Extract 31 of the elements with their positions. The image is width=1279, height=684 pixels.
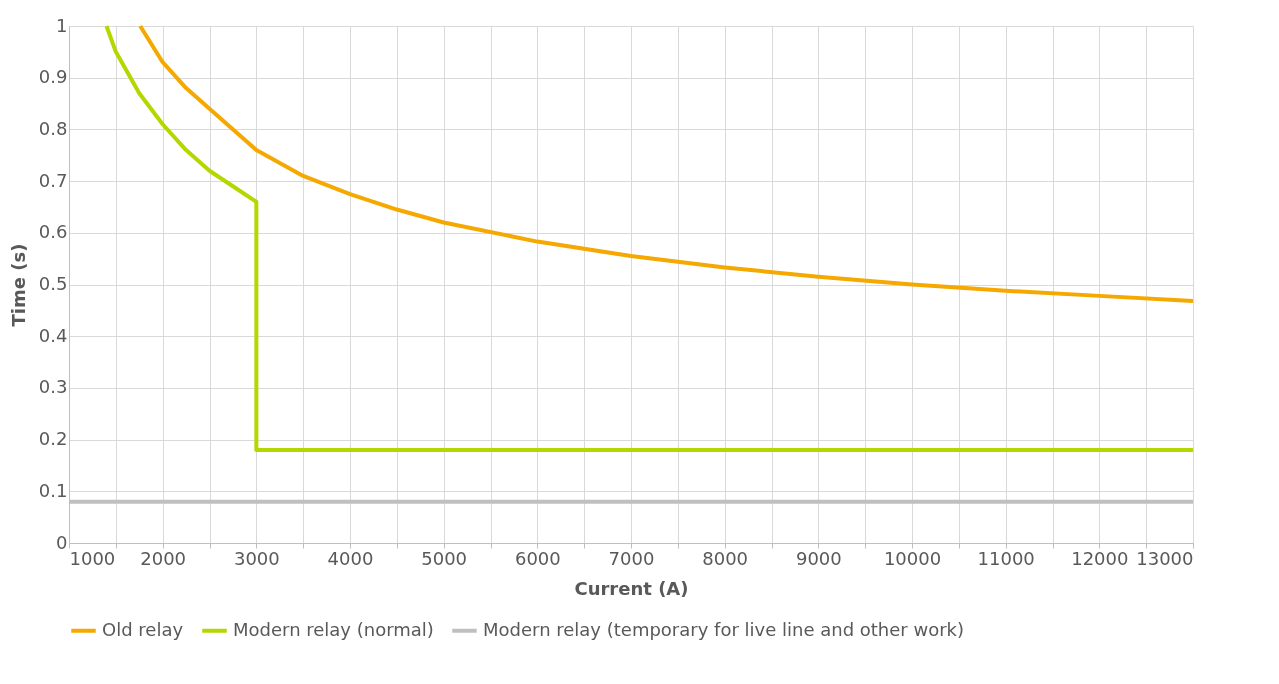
x-tick-label: 11000: [977, 547, 1035, 569]
line-series: [104, 24, 1195, 452]
y-tick-label: 0.5: [38, 273, 68, 294]
x-tick-label: 8000: [702, 547, 749, 569]
y-tick-label: 0.7: [38, 169, 68, 191]
x-tick-label: 9000: [795, 547, 842, 569]
x-tick-label: 4000: [327, 547, 374, 569]
legend-label: Old relay: [102, 618, 184, 640]
y-tick-label: 0.8: [38, 117, 68, 139]
y-tick-label: 0.9: [38, 66, 68, 88]
x-tick-label: 6000: [514, 547, 561, 569]
line-series: [138, 24, 1195, 304]
y-tick-label: 0: [56, 531, 68, 553]
y-tick-label: 0.3: [38, 376, 68, 398]
x-tick-label: 13000: [1136, 547, 1194, 569]
y-tick-label: 0.4: [38, 324, 68, 346]
legend-label: Modern relay (normal): [233, 618, 434, 640]
x-tick-label: 12000: [1071, 547, 1129, 569]
y-tick-label: 0.2: [38, 428, 68, 450]
x-axis-title: Current (A): [574, 577, 689, 599]
legend-label: Modern relay (temporary for live line and other work): [483, 618, 965, 640]
y-tick-label: 0.1: [38, 479, 68, 501]
x-tick-label: 5000: [421, 547, 468, 569]
x-tick-label: 10000: [883, 547, 942, 569]
x-tick-label: 3000: [233, 547, 280, 569]
x-tick-label: 2000: [140, 547, 187, 569]
y-tick-label: 1: [56, 14, 68, 36]
x-tick-label: 7000: [608, 547, 655, 569]
x-tick-label: 1000: [69, 547, 116, 569]
y-axis-title: Time (s): [7, 243, 29, 327]
y-tick-label: 0.6: [38, 221, 68, 243]
